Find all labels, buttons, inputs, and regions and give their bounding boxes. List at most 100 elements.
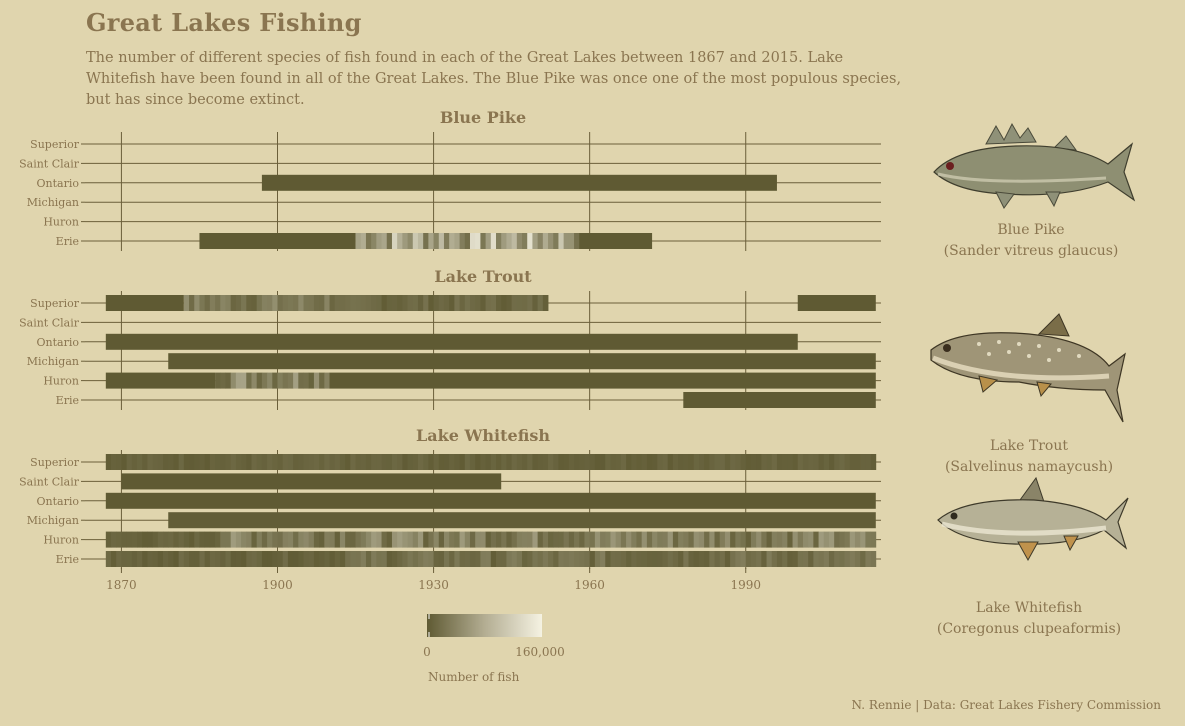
lake-whitefish-illustration-icon	[937, 476, 1129, 562]
heat-cell	[646, 531, 653, 548]
heat-cell	[761, 551, 767, 567]
heat-cell	[371, 531, 377, 548]
heat-cell	[683, 551, 689, 567]
heat-cell	[225, 454, 232, 470]
heat-cell	[225, 372, 232, 389]
heat-cell	[828, 454, 835, 470]
heat-cell	[579, 454, 585, 470]
heat-cell	[443, 531, 450, 548]
lake-trout-illustration-icon	[930, 313, 1126, 423]
heat-cell	[724, 454, 731, 470]
heat-cell	[776, 531, 783, 548]
heat-cell	[594, 531, 601, 548]
heat-cell	[449, 454, 455, 470]
heat-cell	[423, 295, 429, 311]
heat-cell	[828, 531, 835, 548]
heat-cell	[792, 454, 799, 470]
heat-cell	[443, 295, 450, 311]
heat-cell	[693, 531, 700, 548]
heat-cell	[537, 551, 544, 567]
heat-cell	[220, 531, 226, 548]
heat-cell	[168, 454, 174, 470]
heat-cell	[584, 551, 591, 567]
heat-cell	[235, 531, 242, 548]
heat-cell	[204, 551, 211, 567]
heat-cell	[527, 295, 533, 311]
heat-cell	[532, 531, 539, 548]
heat-cell	[771, 551, 778, 567]
heat-cell	[844, 454, 851, 470]
heat-cell	[183, 551, 190, 567]
heat-cell	[610, 531, 617, 548]
lake-label: Huron	[43, 375, 79, 388]
heat-cell	[496, 531, 502, 548]
legend-max-label: 160,000	[515, 645, 565, 659]
heat-cell	[469, 454, 476, 470]
heat-cell	[298, 454, 304, 470]
heat-cell	[126, 551, 133, 567]
heat-cell	[334, 454, 341, 470]
heat-cell	[615, 551, 622, 567]
heat-cell	[766, 551, 773, 567]
heat-cell	[267, 454, 273, 470]
heat-cell	[501, 454, 507, 470]
heat-cell	[844, 551, 851, 567]
heat-cell	[792, 551, 799, 567]
heat-cell	[412, 295, 419, 311]
heat-cell	[324, 454, 330, 470]
heat-cell	[350, 531, 356, 548]
heat-bar	[168, 512, 876, 529]
heat-cell	[527, 233, 533, 249]
heat-cell	[241, 454, 247, 470]
heat-cell	[121, 551, 128, 567]
heat-cell	[808, 454, 814, 470]
heat-cell	[417, 295, 424, 311]
heat-cell	[464, 551, 471, 567]
heat-cell	[433, 551, 440, 567]
heat-cell	[178, 551, 185, 567]
heat-cell	[532, 454, 539, 470]
heat-cell	[428, 531, 434, 548]
fish-panel-lake-whitefish: Lake Whitefish (Coregonus clupeaformis)	[914, 474, 1144, 640]
heat-cell	[261, 531, 268, 548]
heat-cell	[376, 295, 382, 311]
heat-cell	[345, 531, 351, 548]
heat-cell	[870, 531, 877, 548]
heat-cell	[574, 531, 580, 548]
heat-cell	[397, 295, 403, 311]
heat-cell	[376, 551, 382, 567]
heat-cell	[761, 454, 767, 470]
heat-cell	[163, 531, 169, 548]
heat-cell	[797, 531, 804, 548]
heat-cell	[355, 531, 362, 548]
heat-cell	[183, 295, 190, 311]
heat-cell	[241, 372, 247, 389]
heat-cell	[360, 551, 367, 567]
heat-cell	[620, 531, 627, 548]
heat-cell	[854, 531, 861, 548]
heat-cell	[308, 551, 315, 567]
heat-cell	[417, 233, 424, 249]
heat-cell	[490, 233, 497, 249]
heat-cell	[308, 295, 315, 311]
heat-cell	[672, 454, 679, 470]
heat-cell	[386, 531, 393, 548]
heat-cell	[319, 551, 325, 567]
heat-cell	[480, 531, 487, 548]
heat-cell	[152, 454, 159, 470]
heat-cell	[849, 454, 856, 470]
heat-cell	[339, 295, 346, 311]
panel-lake-whitefish: Lake Whitefish Superior Saint Clair Ontario…	[19, 426, 881, 569]
heat-cell	[157, 551, 164, 567]
heat-cell	[339, 551, 346, 567]
heat-cell	[548, 454, 554, 470]
heat-cell	[490, 551, 497, 567]
heat-cell	[256, 531, 263, 548]
heat-cell	[173, 531, 180, 548]
heat-cell	[839, 551, 845, 567]
heat-cell	[693, 454, 700, 470]
heat-cell	[105, 531, 112, 548]
fish-common-name: Lake Trout	[990, 438, 1068, 454]
heat-cell	[412, 454, 419, 470]
fish-latin-name: (Coregonus clupeaformis)	[936, 621, 1122, 637]
